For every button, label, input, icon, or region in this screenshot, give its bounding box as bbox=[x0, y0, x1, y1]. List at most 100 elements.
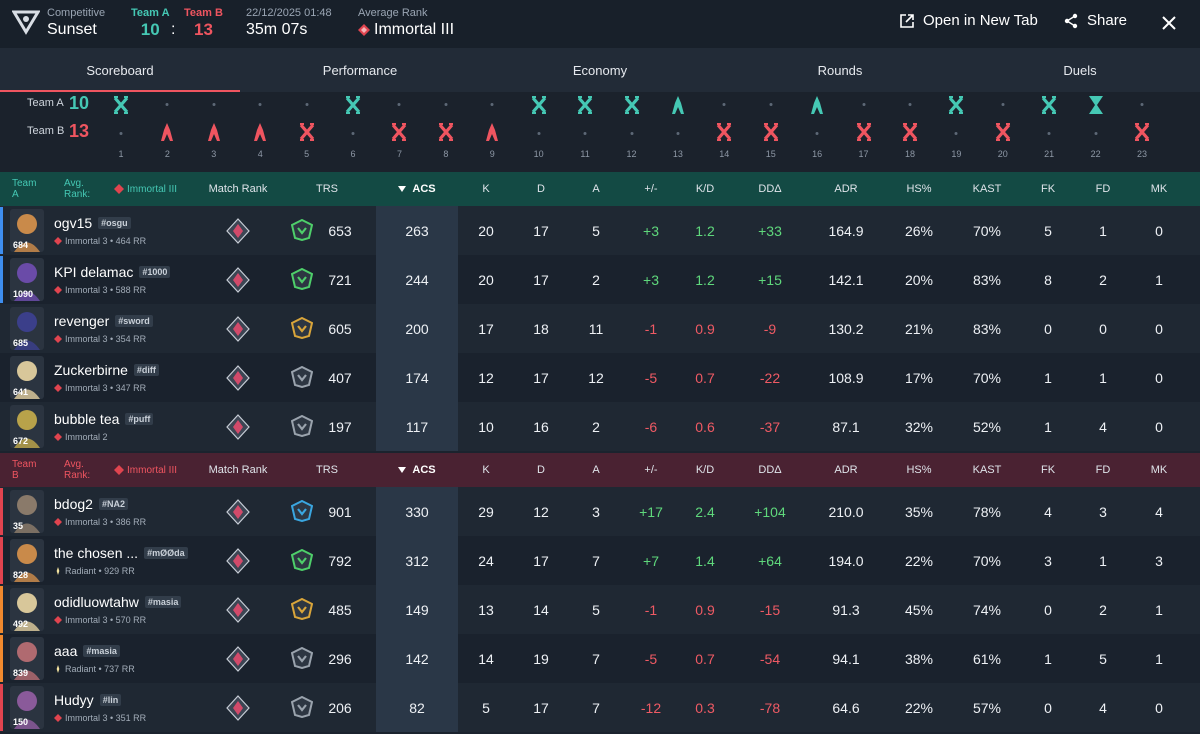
player-name[interactable]: bubble tea bbox=[54, 411, 120, 427]
agent-avatar[interactable] bbox=[10, 405, 44, 448]
player-name[interactable]: the chosen ... bbox=[54, 545, 139, 561]
agent-avatar[interactable] bbox=[10, 686, 44, 729]
column-label: DDΔ bbox=[758, 464, 782, 476]
stat-mk: 1 bbox=[1155, 650, 1163, 667]
player-level: 641 bbox=[13, 387, 29, 397]
player-row[interactable]: 839 aaa #masia Radiant • 737 RR 296 142 14 19 7 -… bbox=[0, 634, 1200, 683]
player-row[interactable]: 672 bubble tea #puff Immortal 2 197 117 10 16 2-… bbox=[0, 402, 1200, 451]
column-header-hs[interactable]: HS% bbox=[884, 172, 954, 206]
column-header-k[interactable]: K bbox=[458, 172, 514, 206]
player-name[interactable]: odidluowtahw bbox=[54, 594, 139, 610]
tab-scoreboard[interactable]: Scoreboard bbox=[0, 48, 240, 92]
close-icon[interactable] bbox=[1161, 15, 1177, 31]
player-name-line[interactable]: odidluowtahw #masia bbox=[54, 594, 182, 610]
acs-highlight-column bbox=[376, 487, 458, 536]
column-header-a[interactable]: A bbox=[568, 172, 624, 206]
share-button[interactable]: Share bbox=[1063, 12, 1127, 29]
player-row[interactable]: 641 Zuckerbirne #diff Immortal 3 • 347 RR 40… bbox=[0, 353, 1200, 402]
column-header-fd[interactable]: FD bbox=[1076, 453, 1130, 487]
column-header-adr[interactable]: ADR bbox=[808, 453, 884, 487]
column-label: KAST bbox=[972, 464, 1002, 476]
player-name-line[interactable]: the chosen ... #mØØda bbox=[54, 545, 188, 561]
column-header-adr[interactable]: ADR bbox=[808, 172, 884, 206]
column-header-acs[interactable]: ACS bbox=[376, 453, 458, 487]
column-header-fk[interactable]: FK bbox=[1020, 453, 1076, 487]
player-rank-line: Immortal 3 • 347 RR bbox=[54, 383, 146, 393]
tab-performance[interactable]: Performance bbox=[322, 62, 398, 78]
agent-avatar[interactable] bbox=[10, 356, 44, 399]
stat-a: 11 bbox=[588, 320, 604, 337]
column-header-kast[interactable]: KAST bbox=[954, 172, 1020, 206]
column-header-acs[interactable]: ACS bbox=[376, 172, 458, 206]
column-header-trs[interactable]: TRS bbox=[306, 172, 348, 206]
player-name[interactable]: aaa bbox=[54, 643, 78, 659]
player-name[interactable]: Hudyy bbox=[54, 692, 94, 708]
tab-rounds[interactable]: Rounds bbox=[817, 62, 863, 78]
player-name[interactable]: KPI delamac bbox=[54, 264, 134, 280]
player-name[interactable]: bdog2 bbox=[54, 496, 93, 512]
immortal-rank-icon bbox=[54, 616, 62, 624]
column-header-dd[interactable]: DDΔ bbox=[732, 453, 808, 487]
column-header-fd[interactable]: FD bbox=[1076, 172, 1130, 206]
stat-d: 17 bbox=[533, 552, 549, 569]
column-header-kd[interactable]: K/D bbox=[678, 453, 732, 487]
column-header-match-rank[interactable]: Match Rank bbox=[204, 453, 272, 487]
stat-adr: 64.6 bbox=[832, 699, 860, 716]
player-name-line[interactable]: KPI delamac #1000 bbox=[54, 264, 171, 280]
tab-duels[interactable]: Duels bbox=[1063, 62, 1097, 78]
agent-avatar[interactable] bbox=[10, 539, 44, 582]
column-header-trs[interactable]: TRS bbox=[306, 453, 348, 487]
agent-avatar[interactable] bbox=[10, 637, 44, 680]
column-header-pm[interactable]: +/- bbox=[624, 453, 678, 487]
player-name-line[interactable]: revenger #sword bbox=[54, 313, 153, 329]
round-5-elim-icon bbox=[298, 122, 316, 142]
player-row[interactable]: 35 bdog2 #NA2 Immortal 3 • 386 RR 901 330 29 12… bbox=[0, 487, 1200, 536]
player-name-line[interactable]: ogv15 #osgu bbox=[54, 215, 131, 231]
player-row[interactable]: 1090 KPI delamac #1000 Immortal 3 • 588 RR 7… bbox=[0, 255, 1200, 304]
column-header-kast[interactable]: KAST bbox=[954, 453, 1020, 487]
player-row[interactable]: 684 ogv15 #osgu Immortal 3 • 464 RR 653 263 20… bbox=[0, 206, 1200, 255]
tab-economy[interactable]: Economy bbox=[572, 62, 628, 78]
player-name-line[interactable]: bdog2 #NA2 bbox=[54, 496, 128, 512]
column-header-kd[interactable]: K/D bbox=[678, 172, 732, 206]
agent-avatar[interactable] bbox=[10, 209, 44, 252]
stat-pm: +3 bbox=[643, 271, 659, 288]
column-header-fk[interactable]: FK bbox=[1020, 172, 1076, 206]
column-header-d[interactable]: D bbox=[514, 172, 568, 206]
player-row[interactable]: 150 Hudyy #lin Immortal 3 • 351 RR 206 82 5 17 7… bbox=[0, 683, 1200, 732]
average-rank-value: Immortal III bbox=[374, 21, 455, 38]
radiant-rank-icon bbox=[56, 665, 60, 673]
open-new-tab-button[interactable]: Open in New Tab bbox=[899, 12, 1038, 29]
agent-avatar[interactable] bbox=[10, 490, 44, 533]
player-name[interactable]: ogv15 bbox=[54, 215, 93, 231]
column-header-a[interactable]: A bbox=[568, 453, 624, 487]
player-row[interactable]: 492 odidluowtahw #masia Immortal 3 • 570 RR… bbox=[0, 585, 1200, 634]
player-name[interactable]: Zuckerbirne bbox=[54, 362, 128, 378]
stat-kd: 1.2 bbox=[695, 222, 715, 239]
column-header-k[interactable]: K bbox=[458, 453, 514, 487]
player-name-line[interactable]: Hudyy #lin bbox=[54, 692, 122, 708]
agent-avatar[interactable] bbox=[10, 258, 44, 301]
stat-k: 14 bbox=[478, 650, 494, 667]
acs-highlight-column bbox=[376, 634, 458, 683]
column-header-d[interactable]: D bbox=[514, 453, 568, 487]
column-label: FD bbox=[1095, 464, 1111, 476]
player-level: 839 bbox=[13, 668, 29, 678]
agent-avatar[interactable] bbox=[10, 588, 44, 631]
player-name-line[interactable]: aaa #masia bbox=[54, 643, 120, 659]
player-row[interactable]: 685 revenger #sword Immortal 3 • 354 RR 605 2… bbox=[0, 304, 1200, 353]
player-row[interactable]: 828 the chosen ... #mØØda Radiant • 929 RR 7… bbox=[0, 536, 1200, 585]
stat-fk: 1 bbox=[1044, 650, 1052, 667]
round-10-empty-marker bbox=[537, 132, 541, 135]
player-name-line[interactable]: bubble tea #puff bbox=[54, 411, 154, 427]
player-name[interactable]: revenger bbox=[54, 313, 110, 329]
column-header-dd[interactable]: DDΔ bbox=[732, 172, 808, 206]
column-header-hs[interactable]: HS% bbox=[884, 453, 954, 487]
column-header-mk[interactable]: MK bbox=[1130, 453, 1188, 487]
agent-avatar[interactable] bbox=[10, 307, 44, 350]
column-header-pm[interactable]: +/- bbox=[624, 172, 678, 206]
column-header-mk[interactable]: MK bbox=[1130, 172, 1188, 206]
player-name-line[interactable]: Zuckerbirne #diff bbox=[54, 362, 159, 378]
column-header-match-rank[interactable]: Match Rank bbox=[204, 172, 272, 206]
stat-hs: 17% bbox=[904, 369, 934, 386]
